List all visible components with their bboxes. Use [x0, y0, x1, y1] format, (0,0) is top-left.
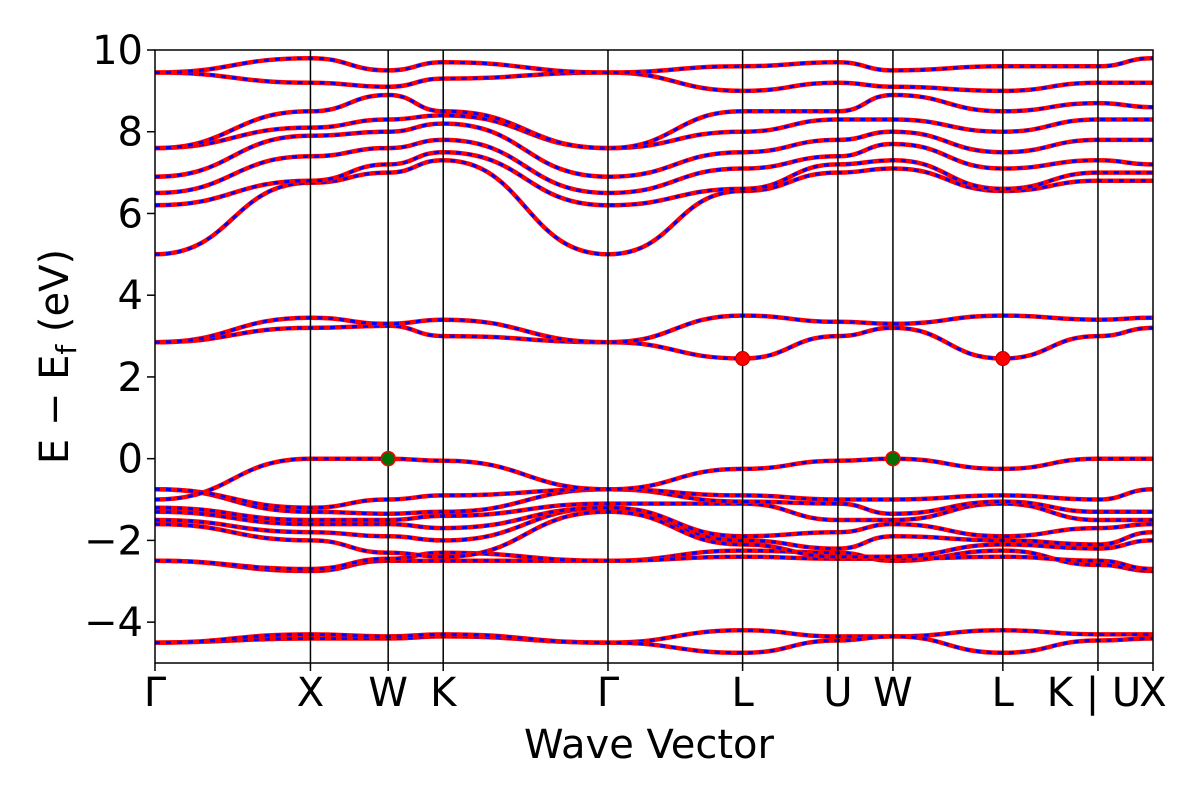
y-axis-title-unit: (eV) — [32, 249, 78, 345]
band-9-spin-down — [155, 487, 1153, 510]
cbm-marker-0 — [735, 351, 751, 367]
bands-layer — [155, 55, 1153, 656]
y-tick-label-0: −4 — [84, 600, 143, 646]
kpoint-label-9: K | U — [1047, 670, 1141, 716]
band-4-spin-down — [155, 510, 1153, 559]
cbm-marker-1 — [995, 351, 1011, 367]
band-5-spin-down — [155, 506, 1153, 551]
extrema-markers — [380, 351, 1011, 467]
band-16-spin-up — [155, 121, 1153, 179]
kpoint-label-4: Γ — [597, 670, 620, 716]
band-19-spin-down — [155, 70, 1153, 93]
plot-frame — [154, 49, 1154, 664]
band-14-spin-up — [155, 149, 1153, 208]
band-18-spin-down — [155, 93, 1153, 150]
y-tick-label-1: −2 — [84, 518, 143, 564]
x-axis-title: Wave Vector — [524, 722, 775, 768]
y-tick-label-3: 2 — [118, 355, 143, 401]
kpoint-label-3: K — [430, 670, 458, 716]
kpoint-label-7: W — [873, 670, 913, 716]
band-1-spin-down — [155, 632, 1153, 655]
y-tick-label-2: 0 — [118, 437, 143, 483]
kpoint-label-8: L — [992, 670, 1015, 716]
band-17-spin-down — [155, 113, 1153, 150]
band-6-spin-down — [155, 506, 1153, 538]
band-10-spin-down — [155, 457, 1153, 501]
kpoint-label-5: L — [731, 670, 754, 716]
y-axis-title-main: E − E — [32, 355, 78, 465]
y-tick-label-7: 10 — [92, 28, 143, 74]
kpoint-label-6: U — [823, 670, 852, 716]
y-tick-label-5: 6 — [118, 191, 143, 237]
kpoint-label-10: X — [1139, 670, 1166, 716]
band-20-spin-down — [155, 56, 1153, 75]
vbm-marker-0 — [380, 450, 396, 467]
vbm-marker-1 — [885, 450, 901, 467]
kpoint-label-2: W — [368, 670, 408, 716]
band-3-spin-down — [155, 551, 1153, 571]
y-tick-label-6: 8 — [118, 110, 143, 156]
band-15-spin-down — [155, 138, 1153, 195]
band-0-spin-down — [155, 628, 1153, 645]
y-axis-title: E − Ef (eV) — [32, 249, 83, 464]
y-axis-ticks: −4 −2 0 2 4 6 8 10 — [84, 28, 155, 646]
band-8-spin-up — [155, 487, 1153, 517]
band-7-spin-down — [155, 502, 1153, 522]
y-tick-label-4: 4 — [118, 273, 143, 319]
kpoint-label-0: Γ — [144, 670, 167, 716]
y-axis-title-subscript: f — [50, 344, 83, 355]
kpoint-label-1: X — [297, 670, 324, 716]
